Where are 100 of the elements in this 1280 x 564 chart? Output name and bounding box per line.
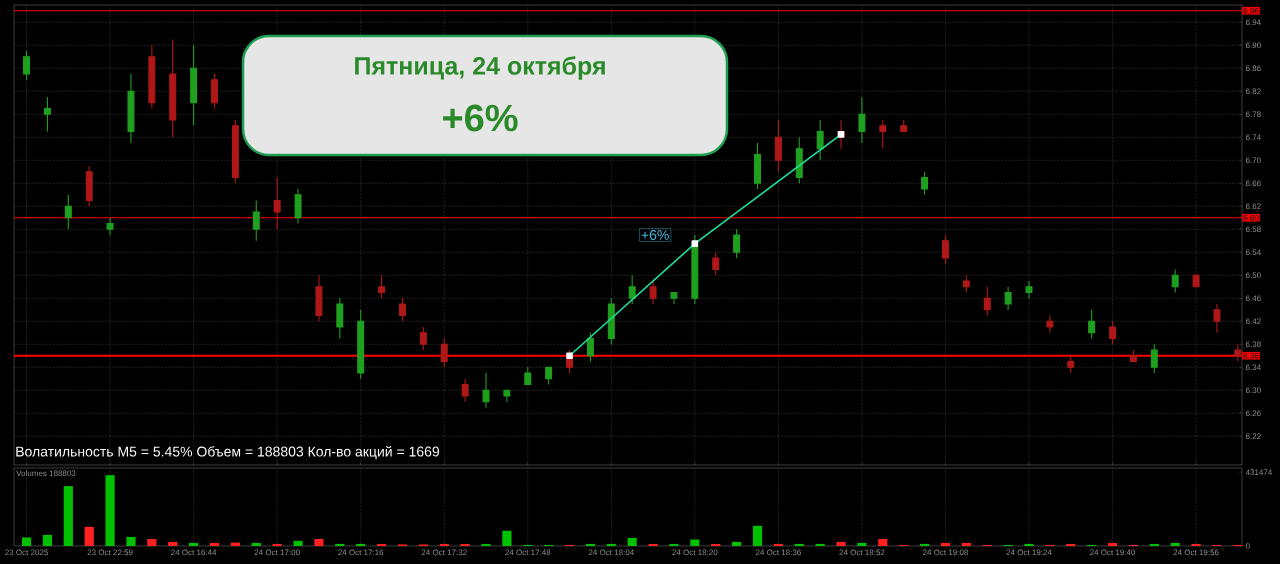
bar [376, 543, 387, 546]
bar [585, 543, 596, 546]
y-tick-label: 6.22 [1245, 433, 1261, 440]
candlestick [252, 199, 260, 242]
candlestick [231, 119, 239, 184]
y-tick-label: 6.66 [1245, 180, 1261, 187]
candlestick [315, 274, 323, 322]
bar [1191, 543, 1201, 546]
bar [919, 543, 930, 546]
candlestick [1192, 274, 1200, 288]
x-tick-label: 24 Oct 19:40 [1090, 549, 1136, 556]
candlestick [503, 389, 511, 403]
y-tick-label: 6.78 [1245, 111, 1261, 118]
y-tick-label: 6.74 [1245, 134, 1261, 141]
candlestick [106, 217, 114, 236]
bar [460, 543, 470, 546]
bar [940, 542, 951, 546]
candlestick [1088, 309, 1096, 340]
candlestick [85, 165, 93, 207]
candlestick [649, 280, 657, 305]
bar [1149, 543, 1159, 546]
text: +6% [443, 104, 518, 132]
candlestick [440, 337, 448, 368]
y-tick-label: 0 [1245, 543, 1250, 549]
candlestick [691, 234, 699, 305]
bar [1066, 543, 1076, 546]
annotation: Волатильность M5 = 5.45% Объем = 188803 Кол-во акций = 1669 [16, 446, 440, 460]
candlestick [837, 119, 845, 150]
y-tick-label: 6.26 [1245, 410, 1261, 417]
bar [878, 538, 888, 546]
candlestick [1046, 314, 1054, 334]
y-tick-label: 6.30 [1245, 387, 1261, 394]
candlestick [1171, 268, 1179, 294]
x-tick-label: 24 Oct 18:04 [588, 549, 634, 556]
bar [335, 543, 345, 546]
candlestick [545, 366, 553, 386]
candlestick [1129, 349, 1137, 363]
candlestick [900, 119, 908, 133]
ref-line-label: 6.60 [1243, 214, 1259, 221]
candlestick [816, 119, 824, 161]
bar [815, 543, 825, 546]
bar [752, 525, 763, 546]
y-tick-label: 6.70 [1245, 157, 1261, 164]
bar [606, 543, 616, 546]
bar [961, 542, 971, 546]
bar [1170, 542, 1180, 546]
candlestick [1213, 303, 1221, 334]
candlestick [962, 274, 970, 294]
bar [857, 542, 867, 546]
candlestick [43, 96, 51, 133]
y-tick-label: 6.38 [1245, 341, 1261, 348]
candlestick [795, 136, 803, 184]
x-tick-label: 23 Oct 2025 [5, 549, 48, 556]
ref-line-label: 6.36 [1243, 352, 1259, 359]
x-tick-label: 24 Oct 19:24 [1006, 549, 1052, 556]
bar [314, 538, 324, 546]
bar [126, 536, 136, 546]
bar [251, 542, 261, 546]
bar [1024, 543, 1034, 546]
bar [168, 541, 178, 546]
candlestick [1109, 320, 1117, 345]
bar [209, 542, 220, 546]
y-tick-label: 6.94 [1245, 19, 1261, 26]
candlestick [941, 234, 949, 265]
candlestick [64, 194, 72, 230]
candlestick [879, 119, 887, 150]
candlestick [482, 372, 490, 409]
x-tick-label: 23 Oct 22:59 [87, 549, 133, 556]
candlestick [357, 309, 365, 380]
x-tick-label: 24 Oct 19:56 [1173, 549, 1219, 556]
bar [711, 543, 721, 546]
bar [293, 540, 303, 546]
candlestick [273, 176, 281, 230]
candlestick [1067, 355, 1075, 374]
y-tick-label: 431474 [1245, 469, 1273, 476]
candlestick [127, 73, 135, 144]
candlestick [398, 297, 406, 322]
y-tick-label: 6.58 [1245, 226, 1261, 233]
bar [836, 541, 846, 546]
candlestick [1025, 280, 1033, 299]
bar [42, 534, 53, 546]
bar [732, 541, 742, 546]
candlestick [754, 142, 761, 190]
ref-line-label: 6.96 [1243, 7, 1259, 14]
candlestick [378, 274, 386, 299]
candlestick [1004, 286, 1012, 311]
candlestick [169, 38, 177, 138]
candlestick [733, 228, 741, 259]
bar [1107, 542, 1118, 546]
bar [481, 543, 491, 546]
y-tick-label: 6.50 [1245, 272, 1261, 279]
candlestick [419, 326, 427, 351]
bar [272, 543, 282, 546]
y-tick-label: 6.34 [1245, 364, 1261, 371]
bar [794, 543, 804, 546]
bar [502, 530, 512, 546]
bar [147, 538, 157, 546]
bar [21, 537, 32, 546]
candlestick [921, 171, 929, 196]
x-tick-label: 24 Oct 18:20 [672, 549, 718, 556]
